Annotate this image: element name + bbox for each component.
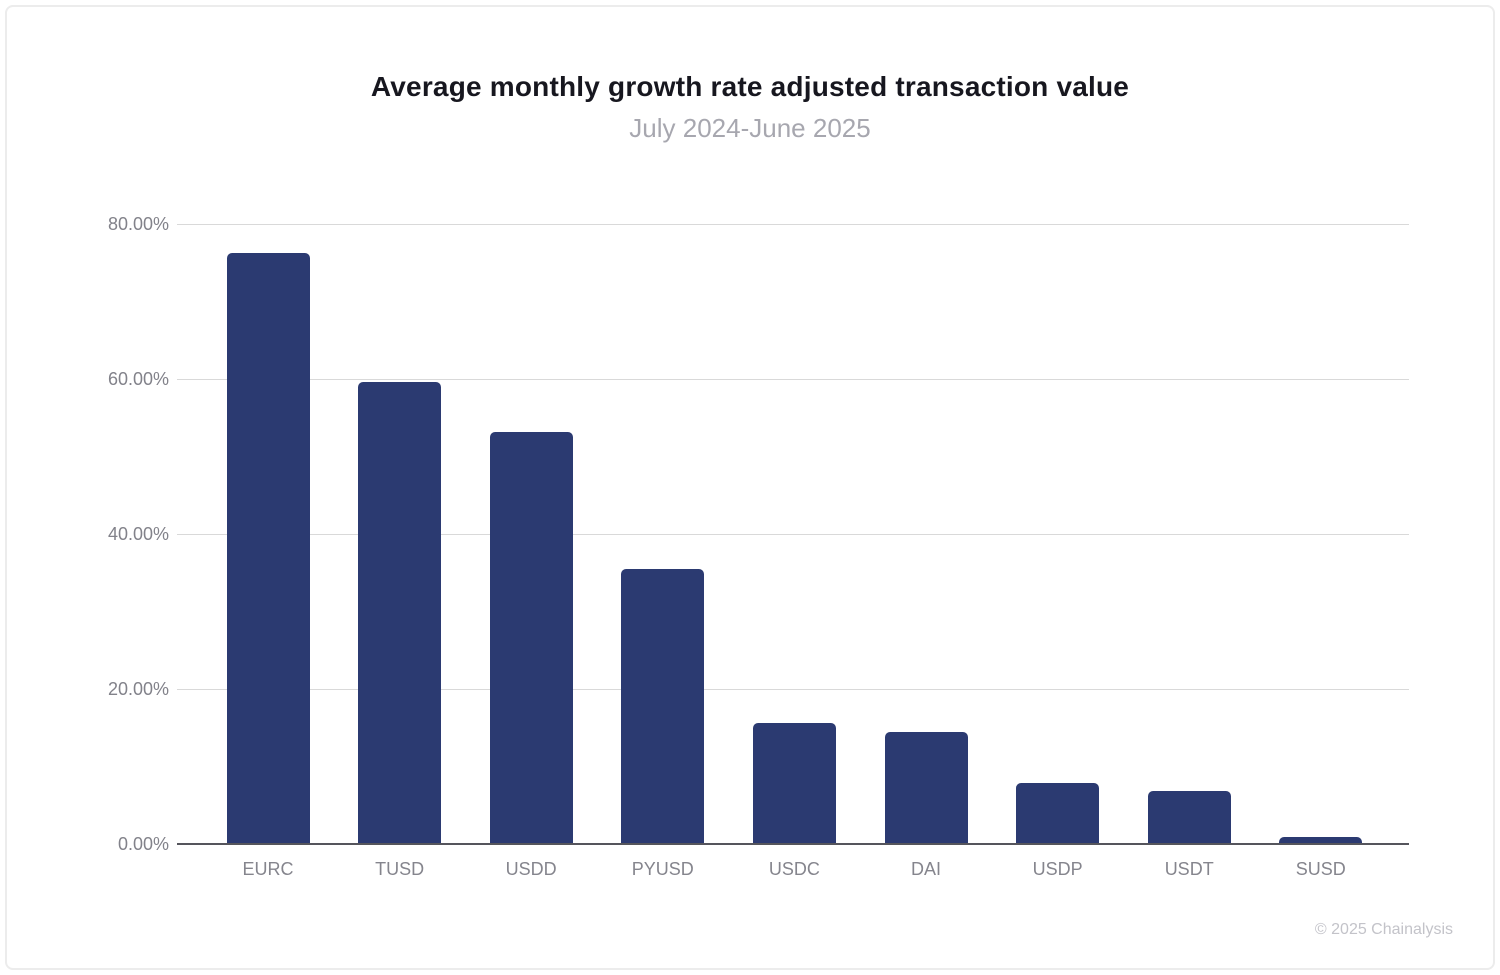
bar-DAI — [884, 732, 968, 844]
x-axis-tick-label-TUSD: TUSD — [375, 859, 425, 879]
y-axis-tick-label: 20.00% — [107, 679, 169, 699]
bar-USDD — [489, 431, 573, 844]
bar-SUSD — [1279, 837, 1363, 844]
gridline-60 — [177, 379, 1409, 380]
gridline-20 — [177, 689, 1409, 690]
x-axis-tick-label-SUSD: SUSD — [1295, 859, 1346, 879]
x-axis-tick-label-USDP: USDP — [1032, 859, 1083, 879]
chart-title: Average monthly growth rate adjusted tra… — [370, 71, 1130, 102]
x-axis-tick-label-DAI: DAI — [910, 859, 941, 879]
bar-USDC — [752, 723, 836, 844]
y-axis-tick-label: 60.00% — [107, 369, 169, 389]
bar-USDP — [1016, 782, 1100, 844]
chart-subtitle: July 2024-June 2025 — [629, 113, 871, 143]
bar-PYUSD — [621, 568, 705, 844]
gridline-80 — [177, 224, 1409, 225]
x-axis-tick-label-PYUSD: PYUSD — [631, 859, 694, 879]
bar-EURC — [226, 252, 310, 844]
bar-USDT — [1147, 790, 1231, 844]
bar-chart-plot-area: 0.00% 20.00% 40.00% 60.00% 80.00% EURC TUSD USD… — [7, 7, 1493, 968]
chart-card: Average monthly growth rate adjusted tra… — [5, 5, 1495, 970]
bar-TUSD — [358, 382, 442, 844]
gridline-40 — [177, 534, 1409, 535]
y-axis-tick-label: 40.00% — [107, 524, 169, 544]
x-axis-tick-label-USDD: USDD — [505, 859, 557, 879]
y-axis-tick-label: 80.00% — [107, 214, 169, 234]
x-axis-tick-label-USDT: USDT — [1164, 859, 1214, 879]
copyright-notice: © 2025 Chainalysis — [1314, 921, 1453, 938]
y-axis-tick-label: 0.00% — [117, 834, 169, 854]
x-axis-line — [177, 843, 1409, 845]
x-axis-tick-label-USDC: USDC — [768, 859, 820, 879]
x-axis-tick-label-EURC: EURC — [242, 859, 294, 879]
